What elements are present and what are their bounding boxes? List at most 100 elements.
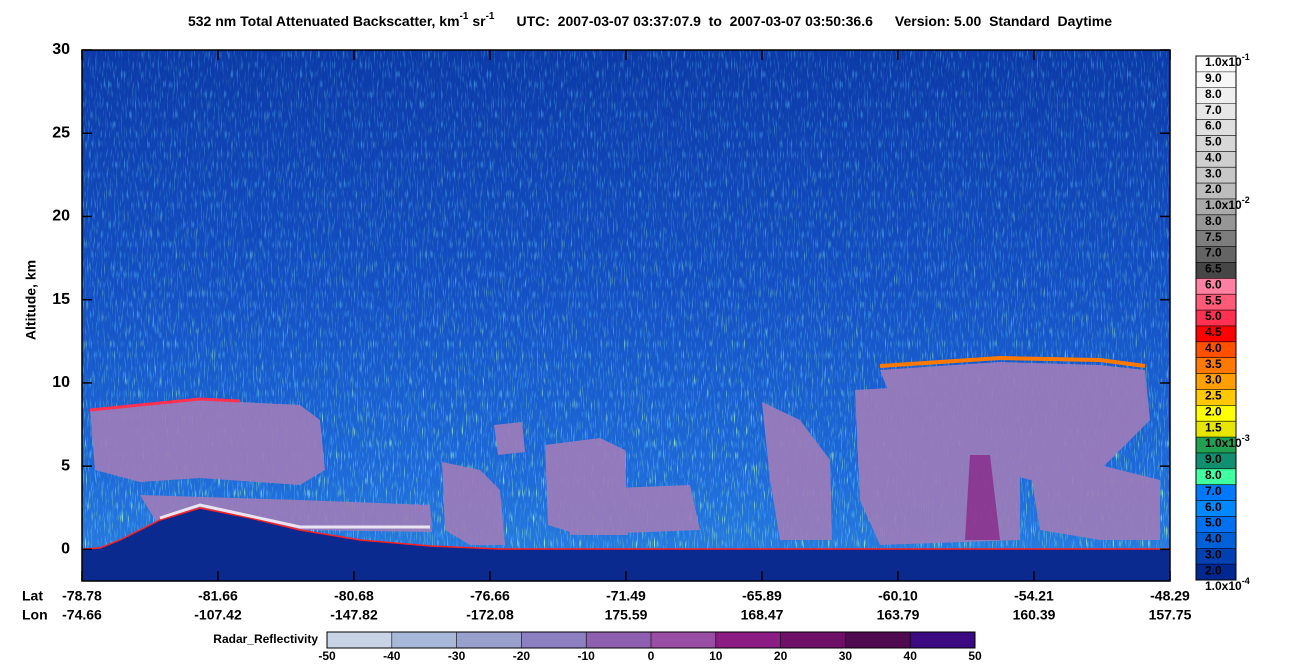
colorbar-label: 8.0 xyxy=(1205,87,1222,101)
colorbar-swatch xyxy=(1196,325,1236,343)
colorbar-label-exp: -4 xyxy=(1242,576,1250,586)
colorbar-label: 1.5 xyxy=(1205,420,1222,434)
colorbar-label: 9.0 xyxy=(1205,71,1222,85)
y-tick-label: 20 xyxy=(52,208,70,225)
version: Version: 5.00 Standard Daytime xyxy=(895,13,1112,29)
colorbar-label: 2.0 xyxy=(1205,182,1222,196)
x-tick-label: -147.82 xyxy=(330,607,378,623)
colorbar-swatch xyxy=(1196,198,1236,216)
colorbar-swatch xyxy=(1196,119,1236,136)
radar-colorbar-tick-label: 40 xyxy=(904,649,918,663)
colorbar-label: 3.0 xyxy=(1205,547,1222,561)
colorbar-swatch xyxy=(1196,341,1236,359)
colorbar-swatch xyxy=(1196,103,1236,121)
x-tick-label: 163.79 xyxy=(877,607,920,623)
colorbar-label-base: 1.0x10 xyxy=(1205,436,1242,450)
colorbar-label-exp: -3 xyxy=(1242,433,1250,443)
title-superscript: -1 xyxy=(460,11,469,22)
colorbar-label: 5.0 xyxy=(1205,135,1222,149)
y-tick-label: 25 xyxy=(52,124,70,141)
y-tick-label: 15 xyxy=(52,291,70,308)
radar-colorbar-swatch xyxy=(910,632,975,648)
colorbar-swatch xyxy=(1196,310,1236,327)
colorbar-label: 5.0 xyxy=(1205,309,1222,323)
colorbar-swatch xyxy=(1196,516,1236,533)
colorbar-label: 5.0 xyxy=(1205,516,1222,530)
colorbar-label: 3.0 xyxy=(1205,166,1222,180)
radar-colorbar-tick-label: -10 xyxy=(578,649,596,663)
colorbar-swatch xyxy=(1196,230,1236,248)
colorbar-swatch xyxy=(1196,421,1236,438)
x-tick-label: -60.10 xyxy=(878,588,918,604)
radar-colorbar-swatch xyxy=(327,632,392,648)
x-tick-label: -74.66 xyxy=(62,607,102,623)
colorbar-label: 5.5 xyxy=(1205,293,1222,307)
radar-colorbar-swatch xyxy=(845,632,911,648)
colorbar-label: 4.5 xyxy=(1205,325,1222,339)
x-tick-label: -81.66 xyxy=(198,588,238,604)
colorbar-label: 1.0x10-4 xyxy=(1205,576,1250,593)
x-tick-label: -107.42 xyxy=(194,607,242,623)
radar-colorbar-swatch xyxy=(651,632,716,648)
colorbar-swatch xyxy=(1196,564,1236,581)
colorbar-swatch xyxy=(1196,373,1236,390)
colorbar-label: 2.5 xyxy=(1205,389,1222,403)
radar-colorbar-tick-label: -50 xyxy=(318,649,336,663)
colorbar-swatch xyxy=(1196,548,1236,565)
colorbar-swatch xyxy=(1196,262,1236,279)
colorbar-swatch xyxy=(1196,167,1236,184)
colorbar-label: 1.0x10-2 xyxy=(1205,195,1250,212)
colorbar-swatch xyxy=(1196,214,1236,232)
colorbar-swatch xyxy=(1196,405,1236,422)
title-part: sr xyxy=(468,13,486,29)
colorbar-label: 9.0 xyxy=(1205,452,1222,466)
colorbar-label: 4.0 xyxy=(1205,532,1222,546)
subtitle: UTC: 2007-03-07 03:37:07.9 to 2007-03-07… xyxy=(516,13,873,29)
y-axis-label: Altitude, km xyxy=(23,260,39,340)
colorbar-swatch xyxy=(1196,278,1236,295)
colorbar-swatch xyxy=(1196,500,1236,517)
radar-colorbar-swatch xyxy=(456,632,522,648)
x-tick-label: 175.59 xyxy=(605,607,648,623)
radar-colorbar-tick-label: 50 xyxy=(968,649,982,663)
colorbar-label: 3.0 xyxy=(1205,373,1222,387)
colorbar-swatch xyxy=(1196,532,1236,549)
colorbar-swatch xyxy=(1196,183,1236,200)
x-tick-label: 168.47 xyxy=(741,607,784,623)
radar-colorbar-tick-label: -20 xyxy=(513,649,531,663)
colorbar-label-base: 1.0x10 xyxy=(1205,55,1242,69)
x-row-label: Lon xyxy=(22,607,48,623)
radar-colorbar-swatch xyxy=(715,632,781,648)
colorbar-swatch xyxy=(1196,135,1236,152)
colorbar-label: 7.0 xyxy=(1205,484,1222,498)
colorbar-label-exp: -2 xyxy=(1242,195,1250,205)
colorbar-swatch xyxy=(1196,71,1236,89)
colorbar-swatch xyxy=(1196,484,1236,502)
x-tick-label: 157.75 xyxy=(1149,607,1192,623)
radar-colorbar-swatch xyxy=(521,632,587,648)
title-superscript: -1 xyxy=(486,11,495,22)
x-tick-label: -80.68 xyxy=(334,588,374,604)
radar-colorbar-swatch xyxy=(391,632,457,648)
colorbar-label-exp: -1 xyxy=(1242,52,1250,62)
x-tick-label: -71.49 xyxy=(606,588,646,604)
radar-colorbar-swatch xyxy=(586,632,651,648)
colorbar-swatch xyxy=(1196,294,1236,311)
colorbar-label: 6.0 xyxy=(1205,119,1222,133)
x-tick-label: -48.29 xyxy=(1150,588,1190,604)
colorbar-swatch xyxy=(1196,56,1236,73)
colorbar-label: 1.0x10-1 xyxy=(1205,52,1250,69)
radar-colorbar-tick-label: 20 xyxy=(774,649,788,663)
y-tick-label: 10 xyxy=(52,374,70,391)
colorbar-swatch xyxy=(1196,87,1236,105)
y-tick-label: 0 xyxy=(61,541,70,558)
colorbar-swatch xyxy=(1196,468,1236,486)
colorbar-label-base: 1.0x10 xyxy=(1205,579,1242,593)
radar-colorbar-label: Radar_Reflectivity xyxy=(213,632,318,646)
radar-colorbar-tick-label: 0 xyxy=(648,649,655,663)
colorbar-label: 8.0 xyxy=(1205,468,1222,482)
colorbar-label: 3.5 xyxy=(1205,357,1222,371)
x-tick-label: -172.08 xyxy=(466,607,514,623)
colorbar-label: 6.0 xyxy=(1205,277,1222,291)
